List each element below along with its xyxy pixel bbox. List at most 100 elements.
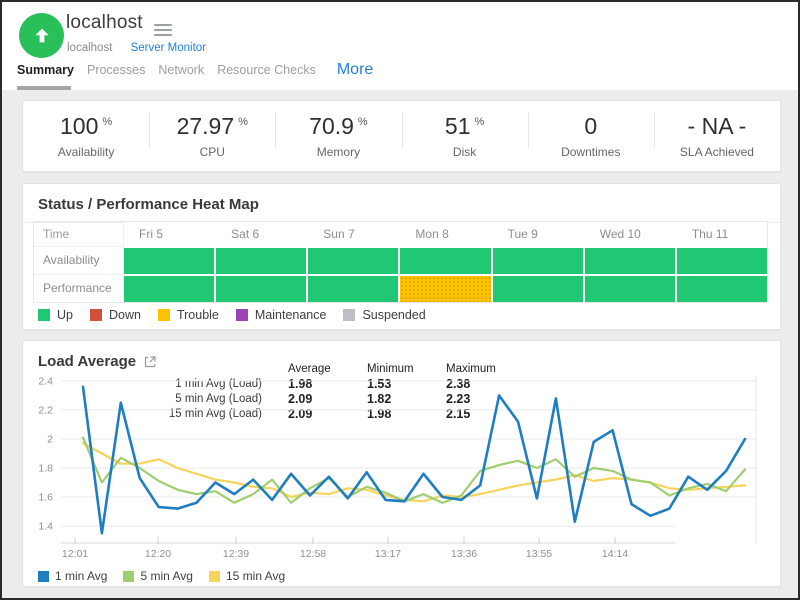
legend-item: Maintenance [235,308,327,322]
stat-cell: 100% Availability [23,101,149,171]
tab-bar: Summary Processes Network Resource Check… [17,61,373,79]
monitor-header: localhost localhost Server Monitor Summa… [2,2,798,90]
legend-label: Maintenance [254,308,327,322]
chart-legend-item[interactable]: 1 min Avg [38,569,107,583]
breadcrumb-host: localhost [67,42,113,54]
heatmap-row-label: Performance [34,274,123,302]
tab-more[interactable]: More [336,61,374,78]
chart-legend-item[interactable]: 15 min Avg [208,569,286,583]
heatmap-day-header: Tue 9 [492,222,583,246]
heatmap-day-header: Mon 8 [400,222,491,246]
legend-swatch [123,570,135,582]
x-axis-label: 13:55 [526,548,552,560]
chart-legend-item[interactable]: 5 min Avg [123,569,193,583]
summary-header: Average [288,363,331,375]
series-line-15-min-avg [81,442,747,503]
y-axis-label: 2.4 [38,376,53,388]
stat-value: 51 [444,112,471,139]
heatmap-title: Status / Performance Heat Map [23,184,780,223]
series-line-5-min-avg [81,436,747,504]
menu-icon[interactable] [154,21,172,39]
series-line-1-min-avg [81,385,747,535]
legend-swatch [208,570,220,582]
stat-cell: 27.97% CPU [149,101,275,171]
heatmap-cell-up[interactable] [308,276,399,302]
stat-value: - NA - [687,112,747,139]
active-tab-underline [17,86,71,90]
monitor-status-icon [19,13,64,58]
up-arrow-icon [34,28,49,42]
legend-swatch [38,570,49,582]
heatmap-cell-up[interactable] [216,248,307,274]
stat-unit: % [102,115,113,128]
stat-value: 100 [60,112,99,139]
heatmap-card: Status / Performance Heat Map Time Avail… [22,183,781,330]
heatmap-cell-up[interactable] [400,248,491,274]
legend-swatch [343,309,356,321]
summary-row-label: 5 min Avg (Load) [175,393,262,405]
stat-value: 70.9 [309,112,354,139]
page-title: localhost [66,12,143,33]
heatmap-cell-up[interactable] [124,276,215,302]
stat-cell: - NA - SLA Achieved [653,101,780,171]
y-axis-label: 1.4 [38,521,53,533]
heatmap-cell-up[interactable] [584,276,675,302]
heatmap-cell-up[interactable] [676,276,767,302]
stat-unit: % [474,115,485,128]
legend-swatch [89,309,102,321]
legend-label: 15 min Avg [225,569,286,583]
heatmap-cell-trouble[interactable] [400,276,491,302]
y-axis-label: 1.8 [38,463,53,475]
stat-label: Downtimes [561,144,621,159]
x-axis-label: 13:17 [375,548,401,560]
stat-value: 0 [584,112,598,139]
x-axis-label: 12:58 [300,548,326,560]
tab-processes[interactable]: Processes [86,63,146,77]
heatmap-cell-up[interactable] [492,276,583,302]
stat-cell: 0 Downtimes [527,101,654,171]
tab-resource-checks[interactable]: Resource Checks [217,63,316,77]
legend-swatch [157,309,170,321]
heatmap-cell-up[interactable] [584,248,675,274]
x-axis-label: 12:01 [62,548,88,560]
y-axis-label: 2 [47,434,53,446]
breadcrumb-monitor-type-link[interactable]: Server Monitor [130,42,207,54]
heatmap-row-label: Availability [34,246,123,274]
legend-label: Down [108,308,141,322]
heatmap-row-labels: Time Availability Performance [34,222,124,302]
heatmap-cell-up[interactable] [124,248,215,274]
y-axis-label: 2.2 [38,405,53,417]
legend-label: Trouble [176,308,219,322]
heatmap-cell-up[interactable] [308,248,399,274]
summary-value: 1.82 [367,392,392,406]
stat-unit: % [357,115,368,128]
tab-network[interactable]: Network [158,63,205,77]
x-axis-label: 12:39 [223,548,249,560]
summary-row-label: 15 min Avg (Load) [168,408,262,420]
summary-header: Maximum [446,363,496,375]
stat-label: Disk [452,144,477,159]
external-link-icon[interactable] [144,355,156,368]
summary-value: 2.09 [288,392,313,406]
y-axis-label: 1.6 [38,492,53,504]
breadcrumb: localhost Server Monitor [67,42,206,54]
heatmap-cell-up[interactable] [492,248,583,274]
legend-label: Up [57,308,73,322]
heatmap-day-header: Fri 5 [124,222,215,246]
stat-label: CPU [199,144,225,159]
legend-item: Suspended [343,308,426,322]
load-chart-svg[interactable]: 2.4 2.2 2 1.8 1.6 1.4 12:01 12:20 12:39 12:58 13:1… [23,363,782,563]
stats-card: 100% Availability 27.97% CPU 70.9% Memory 51% D… [22,100,781,172]
legend-swatch [38,309,50,321]
stat-label: Availability [57,144,115,159]
chart-legend: 1 min Avg 5 min Avg 15 min Avg [38,569,301,583]
heatmap-day-header: Wed 10 [584,222,675,246]
heatmap-cell-up[interactable] [216,276,307,302]
stat-unit: % [238,115,248,128]
tab-summary[interactable]: Summary [17,63,74,77]
heatmap-day-header: Thu 11 [676,222,767,246]
heatmap-cell-up[interactable] [676,248,767,274]
heatmap-grid: Fri 5 Sat 6 Sun 7 Mon 8 Tue 9 Wed 10 Thu 11 [124,222,767,302]
